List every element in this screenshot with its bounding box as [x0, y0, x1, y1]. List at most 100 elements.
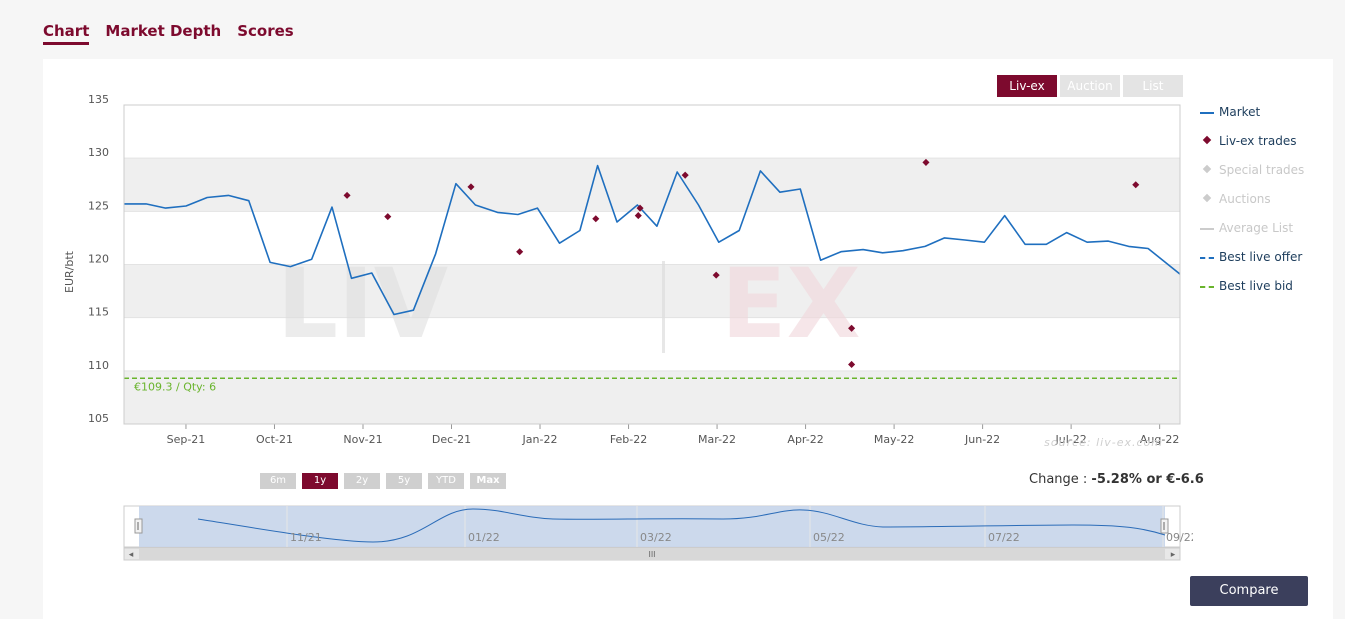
range-2y-button[interactable]: 2y [344, 473, 380, 489]
y-tick-label: 105 [88, 412, 109, 425]
legend-swatch-icon [1200, 279, 1216, 293]
navigator-labels: 11/21 01/22 03/22 05/22 07/22 09/22 [290, 531, 1193, 544]
legend-item-auctions[interactable]: Auctions [1200, 192, 1304, 221]
trade-point [384, 213, 392, 221]
best-live-bid: €109.3 / Qty: 6 [124, 377, 1180, 393]
livex-trades-series [343, 158, 1140, 368]
market-line [124, 164, 1181, 316]
legend-label: Average List [1219, 221, 1294, 235]
x-tick-label: Aug-22 [1140, 433, 1179, 446]
legend-label: Liv-ex trades [1219, 134, 1297, 148]
y-tick-label: 130 [88, 146, 109, 159]
trade-point [681, 171, 689, 179]
navigator-label: 11/21 [290, 531, 322, 544]
x-tick-label: Sep-21 [167, 433, 206, 446]
compare-button[interactable]: Compare [1190, 576, 1308, 606]
legend-swatch-icon [1200, 134, 1216, 148]
navigator-scroll-thumb[interactable] [139, 548, 1165, 560]
legend-label: Special trades [1219, 163, 1305, 177]
source-toggle: Liv-ex Auction List [997, 75, 1183, 97]
watermark-divider [662, 261, 665, 353]
x-tick-label: Nov-21 [343, 433, 382, 446]
x-tick-label: Jan-22 [522, 433, 558, 446]
trade-point [848, 360, 856, 368]
legend-swatch-icon [1200, 105, 1216, 119]
x-tick-label: Jul-22 [1054, 433, 1086, 446]
y-tick-label: 110 [88, 359, 109, 372]
trade-point [848, 324, 856, 332]
navigator-selection [139, 506, 1165, 547]
price-chart: LIV EX 105 110 115 120 125 130 135 Sep-21 Oct-2… [63, 93, 1181, 449]
trade-point [343, 191, 351, 199]
chart-band [124, 370, 1180, 424]
best-live-bid-label: €109.3 / Qty: 6 [134, 380, 216, 393]
x-tick-label: Dec-21 [432, 433, 471, 446]
source-note: source: liv-ex.com [1044, 436, 1163, 449]
legend-item-special-trades[interactable]: Special trades [1200, 163, 1304, 192]
navigator-label: 09/22 [1166, 531, 1193, 544]
trade-point [516, 248, 524, 256]
x-tick-label: May-22 [874, 433, 915, 446]
scroll-left-arrow[interactable]: ◂ [129, 550, 134, 560]
legend-item-best-live-offer[interactable]: Best live offer [1200, 250, 1304, 279]
y-tick-label: 125 [88, 199, 109, 212]
trade-point [712, 271, 720, 279]
navigator-label: 05/22 [813, 531, 845, 544]
navigator-label: 03/22 [640, 531, 672, 544]
x-tick-label: Oct-21 [256, 433, 293, 446]
change-value: -5.28% or €-6.6 [1091, 472, 1204, 487]
watermark: LIV EX [277, 248, 861, 360]
source-auction-button[interactable]: Auction [1060, 75, 1120, 97]
market-series [124, 164, 1181, 316]
range-6m-button[interactable]: 6m [260, 473, 296, 489]
tab-scores[interactable]: Scores [237, 22, 294, 40]
chart-panel: Liv-ex Auction List LIV EX 105 110 115 120 1… [43, 59, 1333, 619]
chart-band [124, 264, 1180, 318]
navigator-grip: III [648, 550, 655, 559]
change-readout: Change : -5.28% or €-6.6 [1029, 472, 1204, 487]
watermark-liv: LIV [277, 248, 448, 360]
change-prefix: Change : [1029, 472, 1092, 487]
y-axis-label: EUR/btt [63, 250, 76, 293]
legend-label: Best live bid [1219, 279, 1293, 293]
legend-item-market[interactable]: Market [1200, 105, 1304, 134]
y-tick-label: 115 [88, 306, 109, 319]
range-5y-button[interactable]: 5y [386, 473, 422, 489]
navigator-series [197, 508, 1166, 543]
range-1y-button[interactable]: 1y [302, 473, 338, 489]
legend-swatch-icon [1200, 221, 1216, 235]
x-tick-label: Feb-22 [610, 433, 647, 446]
source-list-button[interactable]: List [1123, 75, 1183, 97]
trade-point [922, 158, 930, 166]
tab-bar: Chart Market Depth Scores [43, 22, 310, 45]
legend-swatch-icon [1200, 192, 1216, 206]
tab-chart[interactable]: Chart [43, 22, 90, 45]
trade-point [592, 215, 600, 223]
plot-frame [123, 104, 1181, 425]
chart-legend: Market Liv-ex trades Special trades Auction… [1200, 105, 1304, 308]
legend-item-liv-ex-trades[interactable]: Liv-ex trades [1200, 134, 1304, 163]
y-tick-label: 120 [88, 253, 109, 266]
x-tick-label: Mar-22 [698, 433, 736, 446]
y-tick-label: 135 [88, 93, 109, 106]
chart-band [124, 158, 1180, 212]
legend-label: Auctions [1219, 192, 1271, 206]
x-tick-label: Apr-22 [787, 433, 823, 446]
legend-item-average-list[interactable]: Average List [1200, 221, 1304, 250]
legend-swatch-icon [1200, 163, 1216, 177]
range-max-button[interactable]: Max [470, 473, 506, 489]
chart-bands [124, 104, 1180, 425]
scroll-right-arrow[interactable]: ▸ [1171, 550, 1176, 560]
trade-point [634, 212, 642, 220]
source-livex-button[interactable]: Liv-ex [997, 75, 1057, 97]
legend-item-best-live-bid[interactable]: Best live bid [1200, 279, 1304, 308]
x-tick-label: Jun-22 [964, 433, 1000, 446]
range-selector: 6m 1y 2y 5y YTD Max [260, 473, 506, 489]
range-navigator[interactable]: 11/21 01/22 03/22 05/22 07/22 09/22 III ◂ ▸ [43, 504, 1193, 566]
range-ytd-button[interactable]: YTD [428, 473, 464, 489]
legend-swatch-icon [1200, 250, 1216, 264]
x-axis: Sep-21 Oct-21 Nov-21 Dec-21 Jan-22 Feb-22 Mar-… [124, 423, 1180, 446]
trade-point [467, 183, 475, 191]
tab-market-depth[interactable]: Market Depth [105, 22, 222, 40]
navigator-label: 07/22 [988, 531, 1020, 544]
